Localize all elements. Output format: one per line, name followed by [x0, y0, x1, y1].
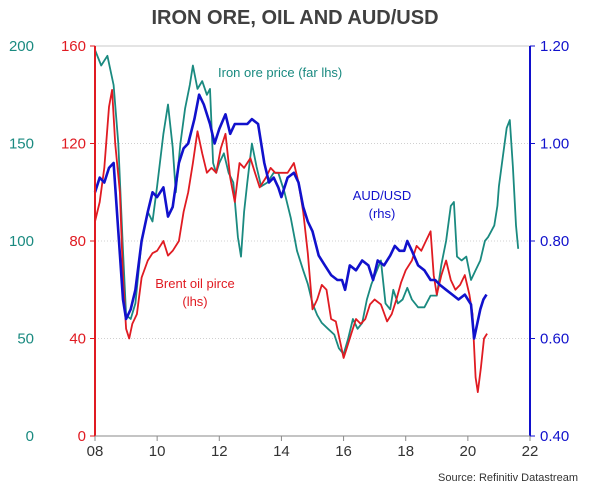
chart-title: IRON ORE, OIL AND AUD/USD — [151, 7, 438, 29]
far-left-tick-label: 100 — [9, 233, 34, 250]
tick-labels: 08 10 12 14 16 18 20 22 0 50 100 150 200 0 40 80 120 160 0… — [9, 38, 569, 460]
series-lines — [93, 49, 520, 393]
left-tick-label: 80 — [69, 233, 86, 250]
annotation-oil: Brent oil pirce — [155, 276, 234, 291]
x-tick-label: 18 — [397, 443, 414, 460]
annotation-oil: (lhs) — [182, 294, 207, 309]
far-left-tick-label: 0 — [26, 428, 34, 445]
x-tick-label: 20 — [460, 443, 477, 460]
series-line-aud — [93, 93, 488, 340]
left-tick-label: 0 — [78, 428, 86, 445]
grid — [95, 143, 530, 339]
x-tick-label: 16 — [335, 443, 352, 460]
left-tick-label: 120 — [61, 136, 86, 153]
far-left-tick-label: 200 — [9, 38, 34, 55]
source-note: Source: Refinitiv Datastream — [438, 472, 578, 484]
right-tick-label: 0.60 — [540, 331, 569, 348]
annotation-aud: (rhs) — [369, 206, 396, 221]
annotation-iron-ore: Iron ore price (far lhs) — [218, 65, 342, 80]
x-tick-label: 14 — [273, 443, 290, 460]
right-tick-label: 1.20 — [540, 38, 569, 55]
x-tick-label: 12 — [211, 443, 228, 460]
far-left-tick-label: 50 — [17, 331, 34, 348]
series-line-iron-ore — [94, 49, 520, 355]
left-tick-label: 40 — [69, 331, 86, 348]
x-tick-label: 10 — [149, 443, 166, 460]
annotation-aud: AUD/USD — [353, 188, 412, 203]
x-tick-label: 08 — [87, 443, 104, 460]
annotations: Iron ore price (far lhs) AUD/USD (rhs) Bren… — [155, 65, 411, 309]
right-tick-label: 0.80 — [540, 233, 569, 250]
x-tick-label: 22 — [522, 443, 539, 460]
right-tick-label: 0.40 — [540, 428, 569, 445]
far-left-tick-label: 150 — [9, 136, 34, 153]
right-tick-label: 1.00 — [540, 136, 569, 153]
left-tick-label: 160 — [61, 38, 86, 55]
